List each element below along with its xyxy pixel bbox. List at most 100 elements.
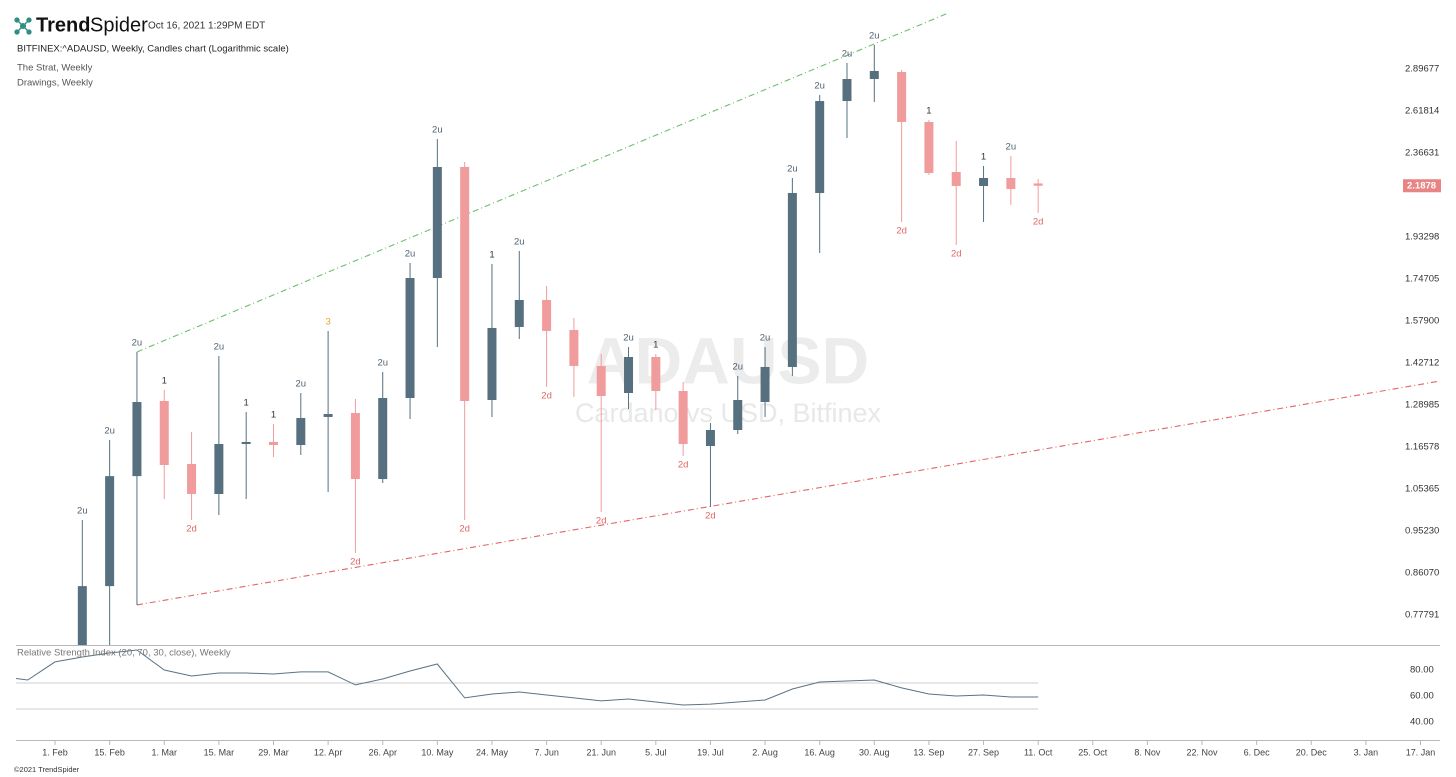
candle-body <box>705 430 715 447</box>
candle-body <box>924 121 934 173</box>
strat-label: 2u <box>1006 142 1017 153</box>
x-tick-label: 29. Mar <box>258 747 289 757</box>
strat-label: 2u <box>514 236 525 247</box>
x-tick-label: 7. Jun <box>534 747 559 757</box>
watermark-subtitle: Cardano vs USD, Bitfinex <box>575 398 882 428</box>
candle-body <box>350 413 360 480</box>
candle-body <box>787 192 797 367</box>
strat-label: 2u <box>432 125 443 136</box>
y-tick-label: 1.28985 <box>1405 400 1439 411</box>
candle-body <box>842 79 852 102</box>
watermark: ADAUSD Cardano vs USD, Bitfinex <box>575 323 882 428</box>
strat-label: 2u <box>405 249 416 260</box>
y-tick-label: 0.95230 <box>1405 526 1439 537</box>
x-tick-label: 27. Sep <box>968 747 999 757</box>
x-tick-label: 17. Jan <box>1406 747 1436 757</box>
y-tick-label: 1.05365 <box>1405 484 1439 495</box>
last-price-box <box>1403 179 1441 193</box>
strat-label: 2u <box>296 379 307 390</box>
last-price-label: 2.1878 <box>1407 180 1436 191</box>
candle-body <box>1006 178 1016 189</box>
candle-body <box>869 70 879 80</box>
trendline <box>136 380 1440 606</box>
y-tick-label: 0.86070 <box>1405 568 1439 579</box>
x-tick-label: 13. Sep <box>913 747 944 757</box>
candle-body <box>214 444 224 494</box>
strat-label: 2u <box>760 333 771 344</box>
x-tick-label: 10. May <box>421 747 454 757</box>
brand-bold: Trend <box>36 14 90 36</box>
candle-body <box>760 366 770 402</box>
copyright: ©2021 TrendSpider <box>14 765 80 774</box>
y-tick-label: 1.42712 <box>1405 358 1439 369</box>
candle-body <box>105 476 115 587</box>
candle-body <box>77 586 87 645</box>
strat-label: 1 <box>926 105 931 116</box>
y-tick-label: 1.93298 <box>1405 232 1439 243</box>
timestamp: Oct 16, 2021 1:29PM EDT <box>148 21 265 32</box>
candle-body <box>241 441 251 445</box>
strat-label: 1 <box>653 340 658 351</box>
logo-icon <box>14 17 32 35</box>
x-tick-label: 1. Feb <box>42 747 68 757</box>
rsi-title: Relative Strength Index (20, 70, 30, clo… <box>17 648 231 659</box>
strat-label: 3 <box>325 316 330 327</box>
candle-body <box>951 171 961 186</box>
candle-body <box>432 166 442 279</box>
strat-label: 1 <box>271 410 276 421</box>
strat-label: 2d <box>186 524 197 535</box>
brand-light: Spider <box>90 14 148 36</box>
candle-body <box>460 166 470 402</box>
candle-body <box>378 397 388 480</box>
candle-body <box>1033 183 1043 186</box>
watermark-title: ADAUSD <box>587 323 869 397</box>
y-tick-label: 0.77791 <box>1405 610 1439 621</box>
candle-body <box>897 71 907 122</box>
rsi-panel <box>16 649 1039 710</box>
candle-body <box>651 356 661 391</box>
candle-body <box>296 418 306 446</box>
strat-label: 2u <box>732 362 743 373</box>
candle-body <box>487 327 497 400</box>
y-tick-label: 80.00 <box>1410 665 1434 676</box>
x-tick-label: 15. Feb <box>94 747 125 757</box>
y-tick-label: 2.61814 <box>1405 106 1439 117</box>
strat-label: 2u <box>132 337 143 348</box>
strat-label: 2d <box>951 248 962 259</box>
y-tick-label: 1.57900 <box>1405 316 1439 327</box>
strat-label: 2u <box>77 506 88 517</box>
strat-label: 2u <box>377 357 388 368</box>
strat-label: 1 <box>162 376 167 387</box>
x-tick-label: 30. Aug <box>859 747 890 757</box>
candle-body <box>132 401 142 477</box>
candle-body <box>596 365 606 397</box>
x-tick-label: 15. Mar <box>204 747 235 757</box>
candle-body <box>569 330 579 366</box>
strat-label: 2d <box>678 460 689 471</box>
price-panel: 2u 2u 2u 1 2d 2u 1 1 2u 3 2d 2u 2u 2u 2d 1 2u 2d 2d 2u 1 2d 2d… <box>77 12 1440 645</box>
indicator: The Strat, Weekly <box>17 63 93 74</box>
candle-body <box>979 178 989 186</box>
x-tick-label: 2. Aug <box>752 747 778 757</box>
x-tick-label: 25. Oct <box>1078 747 1108 757</box>
x-tick-label: 5. Jul <box>645 747 667 757</box>
strat-label: 2u <box>104 425 115 436</box>
strat-label: 2d <box>705 511 716 522</box>
candle-body <box>268 441 278 446</box>
candle-body <box>542 299 552 331</box>
strat-label: 2d <box>459 524 470 535</box>
candle-body <box>323 413 333 417</box>
y-tick-label: 2.36631 <box>1405 148 1439 159</box>
x-tick-label: 24. May <box>476 747 509 757</box>
axes: 0.77791 0.86070 0.95230 1.05365 1.16578 1.289… <box>16 64 1441 757</box>
y-tick-label: 1.74705 <box>1405 274 1439 285</box>
strat-label: 2u <box>869 30 880 41</box>
candle-body <box>678 390 688 445</box>
x-tick-label: 26. Apr <box>368 747 397 757</box>
candle-body <box>405 278 415 398</box>
strat-label: 2d <box>350 557 361 568</box>
strat-label: 1 <box>981 151 986 162</box>
x-tick-label: 1. Mar <box>151 747 177 757</box>
strat-label: 2u <box>842 49 853 60</box>
strat-label: 2u <box>214 342 225 353</box>
